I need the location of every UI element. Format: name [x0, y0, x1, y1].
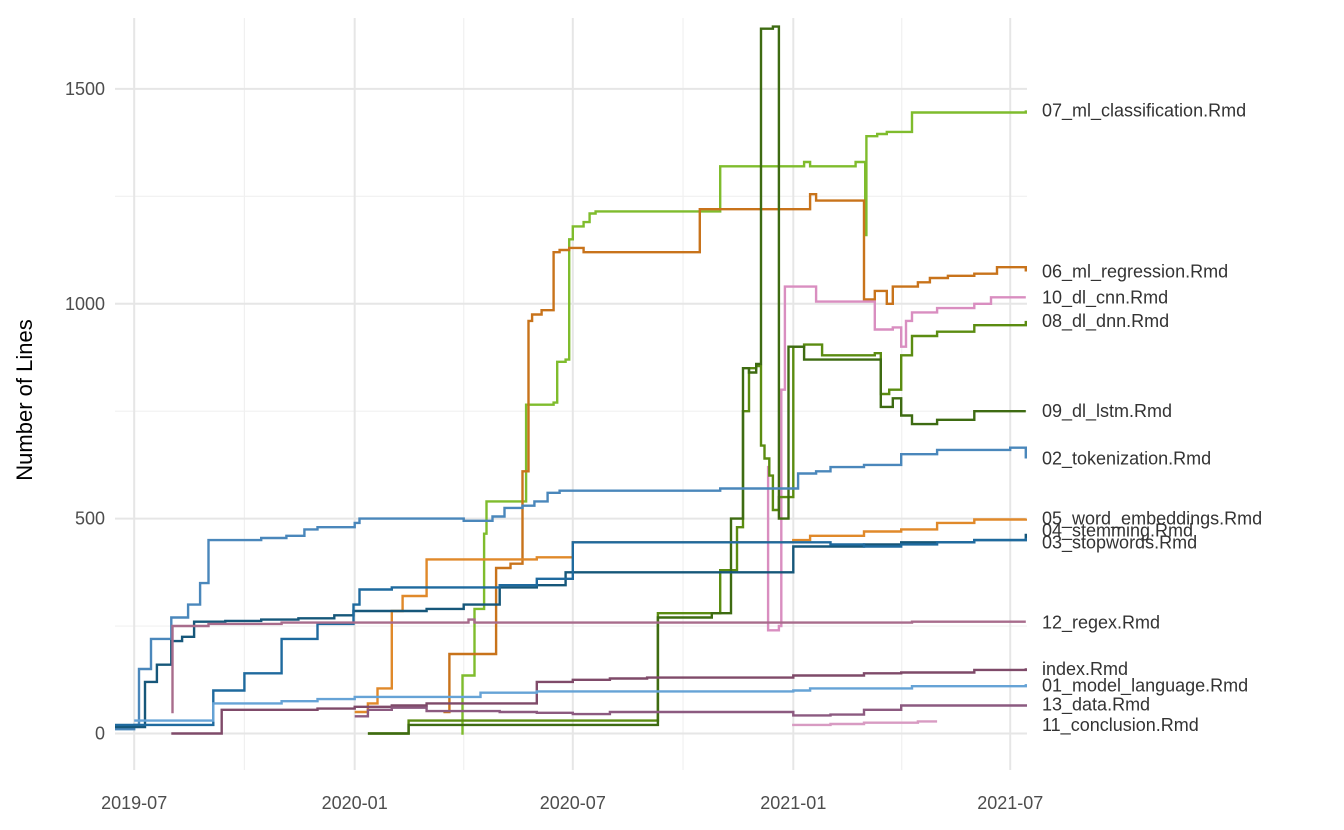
- series-line-13-data-rmd: [354, 704, 1027, 718]
- x-tick-label: 2021-01: [760, 793, 826, 813]
- series-label: 11_conclusion.Rmd: [1042, 715, 1199, 736]
- series-line-12-regex-rmd: [171, 618, 1026, 714]
- series-label: 10_dl_cnn.Rmd: [1042, 287, 1168, 308]
- y-tick-label: 1000: [65, 294, 105, 314]
- series-line-08-dl-dnn-rmd: [367, 320, 1027, 735]
- series-line-01-model-language-rmd: [134, 684, 1027, 722]
- series-label: 09_dl_lstm.Rmd: [1042, 401, 1172, 422]
- series-label: 12_regex.Rmd: [1042, 613, 1160, 634]
- series-label: 03_stopwords.Rmd: [1042, 533, 1197, 554]
- x-tick-label: 2019-07: [101, 793, 167, 813]
- y-axis-tick-labels: 0 500 1000 1500: [65, 79, 105, 744]
- y-tick-label: 1500: [65, 79, 105, 99]
- series-line-10-dl-cnn-rmd: [766, 285, 1026, 632]
- series-line-11-conclusion-rmd: [792, 720, 938, 727]
- x-tick-label: 2021-07: [977, 793, 1043, 813]
- series-label: 08_dl_dnn.Rmd: [1042, 311, 1169, 332]
- series-lines: [115, 25, 1027, 735]
- series-line-05-word-embeddings-rmd: [354, 518, 1027, 714]
- series-line-07-ml-classification-rmd: [461, 110, 1027, 735]
- series-label: 02_tokenization.Rmd: [1042, 448, 1211, 469]
- x-tick-label: 2020-07: [540, 793, 606, 813]
- y-tick-label: 500: [75, 509, 105, 529]
- series-line-09-dl-lstm-rmd: [367, 25, 1026, 735]
- series-line-03-stopwords-rmd: [115, 538, 1027, 727]
- series-line-02-tokenization-rmd: [115, 446, 1027, 731]
- series-label: 05_word_embeddings.Rmd: [1042, 509, 1262, 530]
- series-line-index-rmd: [171, 668, 1027, 735]
- series-label: 04_stemming.Rmd: [1042, 521, 1193, 542]
- series-line-04-stemming-rmd: [115, 533, 1027, 729]
- series-line-06-ml-regression-rmd: [443, 193, 1027, 714]
- series-label: 06_ml_regression.Rmd: [1042, 262, 1228, 283]
- series-label: 13_data.Rmd: [1042, 694, 1150, 715]
- series-label: 01_model_language.Rmd: [1042, 675, 1248, 696]
- y-axis-title: Number of Lines: [12, 319, 37, 480]
- y-tick-label: 0: [95, 723, 105, 743]
- series-labels: 07_ml_classification.Rmd 06_ml_regression…: [1042, 100, 1262, 735]
- series-label: 07_ml_classification.Rmd: [1042, 100, 1246, 121]
- x-tick-label: 2020-01: [322, 793, 388, 813]
- x-axis-tick-labels: 2019-07 2020-01 2020-07 2021-01 2021-07: [101, 793, 1043, 813]
- series-label: index.Rmd: [1042, 659, 1128, 679]
